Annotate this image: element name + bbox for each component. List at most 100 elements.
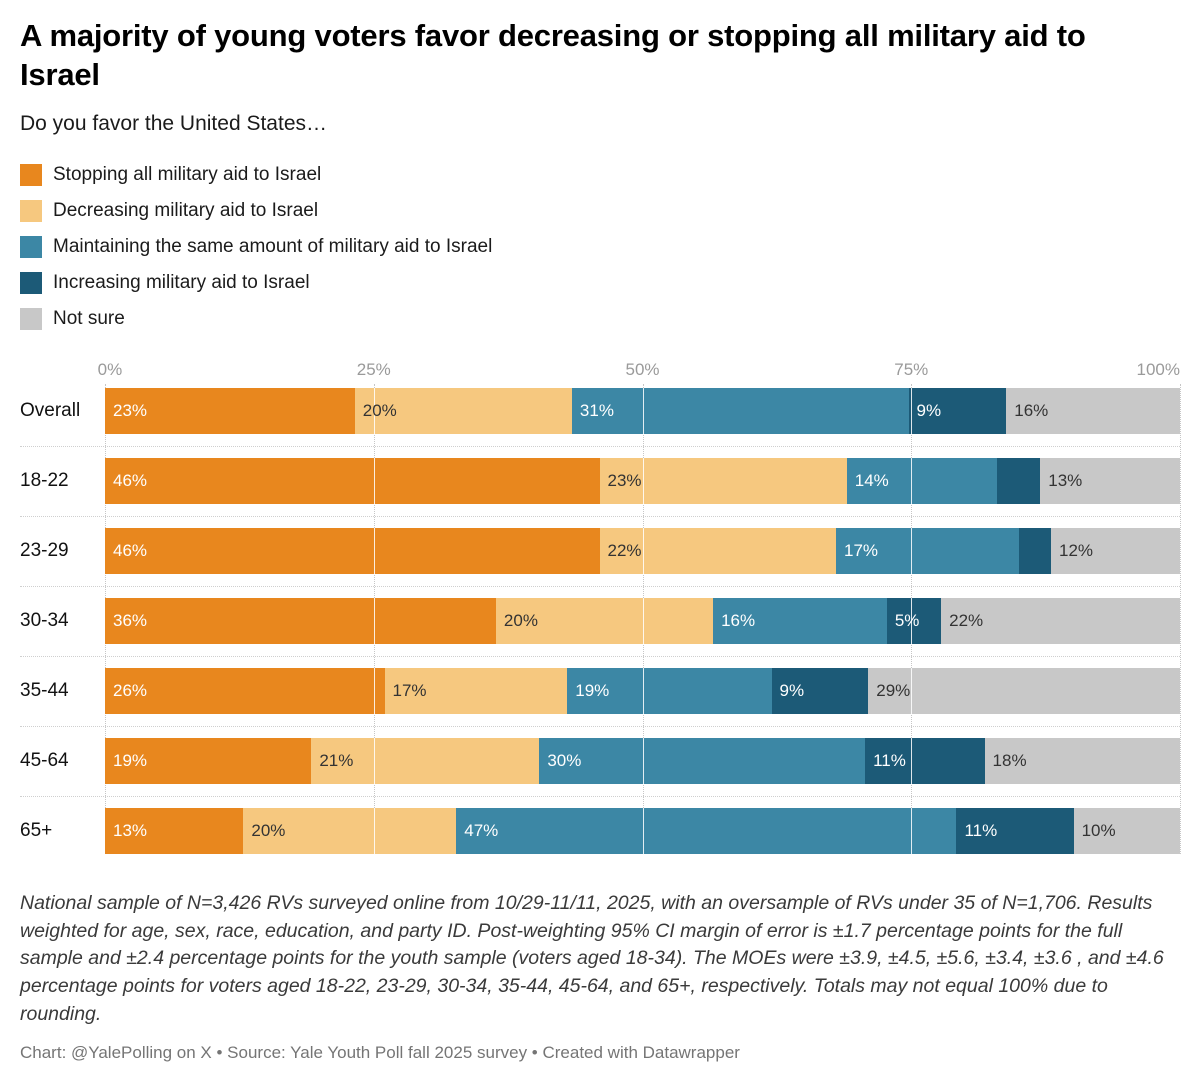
chart-row: 65+ 13% 20% 47% 11% 10% [20, 808, 1180, 855]
bar-segment: 20% [495, 598, 714, 645]
bar-value-label: 46% [113, 541, 148, 561]
gridline-over-bar [373, 458, 375, 505]
bar-value-label: 13% [113, 821, 148, 841]
bar-segment: 11% [865, 738, 985, 785]
bar-segment: 31% [571, 388, 909, 435]
chart-row: 30-34 36% 20% 16% 5% 22% [20, 598, 1180, 645]
row-separator [20, 434, 1180, 458]
chart-body: Overall 23% 20% 31% 9% 16% 18-22 46% 23% 14% 13% 23… [20, 384, 1181, 855]
axis-tick-label: 50% [625, 360, 660, 380]
bar-value-label: 22% [607, 541, 642, 561]
bar-segment: 26% [105, 668, 385, 715]
bar-track: 19% 21% 30% 11% 18% [105, 738, 1180, 785]
bar-segment: 9% [771, 668, 869, 715]
gridline-over-bar [373, 388, 375, 435]
bar-track: 23% 20% 31% 9% 16% [105, 388, 1180, 435]
bar-segment: 10% [1073, 808, 1180, 855]
legend-label: Not sure [53, 308, 125, 330]
gridline-over-bar [642, 458, 644, 505]
gridline-over-bar [373, 808, 375, 855]
gridline-over-bar [642, 528, 644, 575]
bar-value-label: 5% [894, 611, 920, 631]
legend-item: Maintaining the same amount of military … [20, 236, 1180, 259]
gridline-over-bar [373, 738, 375, 785]
bar-segment: 13% [105, 808, 244, 855]
gridline-over-bar [911, 598, 913, 645]
bar-segment: 23% [599, 458, 847, 505]
gridline-over-bar [373, 668, 375, 715]
chart-rows: Overall 23% 20% 31% 9% 16% 18-22 46% 23% 14% 13% 23… [20, 388, 1180, 855]
bar-segment: 46% [105, 458, 600, 505]
bar-value-label: 21% [319, 751, 354, 771]
row-label: Overall [20, 400, 81, 422]
bar-segment: 14% [846, 458, 998, 505]
bar-value-label: 19% [113, 751, 148, 771]
row-separator [20, 784, 1180, 808]
bar-segment: 30% [539, 738, 866, 785]
bar-segment: 5% [886, 598, 942, 645]
row-label: 18-22 [20, 470, 69, 492]
legend-label: Maintaining the same amount of military … [53, 236, 493, 258]
gridline [1180, 384, 1181, 855]
gridline-over-bar [911, 668, 913, 715]
axis-tick-label: 75% [894, 360, 929, 380]
legend-label: Stopping all military aid to Israel [53, 164, 322, 186]
chart-row: 35-44 26% 17% 19% 9% 29% [20, 668, 1180, 715]
row-separator [20, 644, 1180, 668]
chart-subtitle: Do you favor the United States… [20, 112, 327, 136]
bar-value-label: 12% [1059, 541, 1094, 561]
bar-segment: 12% [1051, 528, 1180, 575]
bar-segment: 29% [868, 668, 1180, 715]
bar-segment [1018, 528, 1051, 575]
legend-label: Decreasing military aid to Israel [53, 200, 319, 222]
credit-line: Chart: @YalePolling on X • Source: Yale … [20, 1042, 740, 1062]
chart-row: 23-29 46% 22% 17% 12% [20, 528, 1180, 575]
gridline-over-bar [373, 528, 375, 575]
bar-segment: 23% [105, 388, 355, 435]
bar-segment: 22% [599, 528, 836, 575]
bar-value-label: 20% [251, 821, 286, 841]
bar-value-label: 19% [575, 681, 610, 701]
bar-segment: 13% [1040, 458, 1180, 505]
bar-value-label: 23% [607, 471, 642, 491]
axis-tick-label: 25% [356, 360, 391, 380]
bar-value-label: 14% [854, 471, 889, 491]
axis-tick-label: 0% [97, 360, 123, 380]
gridline-over-bar [642, 388, 644, 435]
legend-swatch [20, 200, 42, 223]
x-axis: 0% 25% 50% 75% 100% [98, 360, 1180, 384]
row-label: 30-34 [20, 610, 69, 632]
bar-segment [997, 458, 1041, 505]
bar-segment: 20% [354, 388, 572, 435]
bar-value-label: 23% [113, 401, 148, 421]
chart-row: 18-22 46% 23% 14% 13% [20, 458, 1180, 505]
legend-swatch [20, 272, 42, 295]
bar-value-label: 9% [916, 401, 942, 421]
bar-segment: 19% [567, 668, 772, 715]
bar-value-label: 9% [779, 681, 805, 701]
bar-segment: 36% [105, 598, 496, 645]
bar-segment: 22% [941, 598, 1180, 645]
bar-segment: 46% [105, 528, 600, 575]
legend-swatch [20, 164, 42, 187]
axis-tick-label: 100% [1136, 360, 1180, 380]
row-label: 45-64 [20, 750, 69, 772]
bar-value-label: 22% [949, 611, 984, 631]
gridline-over-bar [911, 458, 913, 505]
row-label: 65+ [20, 820, 53, 842]
bar-value-label: 16% [721, 611, 756, 631]
bar-track: 46% 23% 14% 13% [105, 458, 1180, 505]
legend-swatch [20, 236, 42, 259]
gridline-over-bar [911, 738, 913, 785]
bar-segment: 47% [456, 808, 957, 855]
bar-track: 36% 20% 16% 5% 22% [105, 598, 1180, 645]
legend-item: Increasing military aid to Israel [20, 272, 1180, 295]
bar-value-label: 11% [873, 751, 906, 771]
bar-value-label: 11% [964, 821, 998, 841]
bar-value-label: 10% [1081, 821, 1116, 841]
bar-value-label: 16% [1014, 401, 1049, 421]
bar-value-label: 17% [844, 541, 879, 561]
chart-row: 45-64 19% 21% 30% 11% 18% [20, 738, 1180, 785]
legend-swatch [20, 308, 42, 331]
